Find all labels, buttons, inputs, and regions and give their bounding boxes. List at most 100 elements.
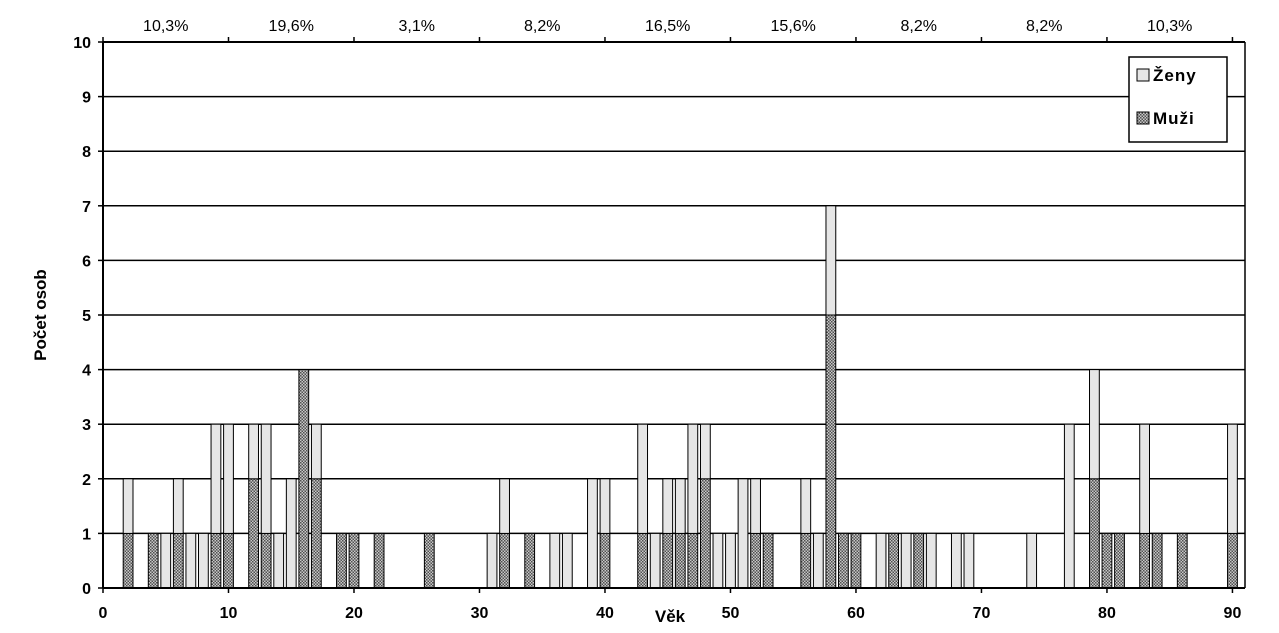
bar-zeny-age-14 xyxy=(273,532,285,589)
y-tick-label: 9 xyxy=(82,90,91,107)
bar-zeny-age-39 xyxy=(587,478,598,589)
y-tick-label: 8 xyxy=(82,144,91,161)
bar-muzi-age-47 xyxy=(687,532,699,589)
bar-zeny-age-48 xyxy=(699,423,711,480)
bar-muzi-age-17 xyxy=(310,478,322,589)
bar-zeny-age-46 xyxy=(674,478,686,534)
y-tick-label: 6 xyxy=(82,253,91,270)
bar-zeny-age-12 xyxy=(248,423,259,480)
bar-muzi-age-45 xyxy=(662,532,674,589)
bar-zeny-age-44 xyxy=(649,532,661,589)
x-tick-label: 40 xyxy=(596,605,614,622)
bar-zeny-age-40 xyxy=(599,478,611,534)
bar-muzi-age-2 xyxy=(122,532,134,589)
interval-percentage-label: 16,5% xyxy=(645,18,690,35)
legend-swatch-muzi xyxy=(1136,111,1150,125)
bar-zeny-age-37 xyxy=(561,532,573,589)
bar-zeny-age-49 xyxy=(712,532,724,589)
interval-percentage-label: 8,2% xyxy=(900,18,936,35)
bar-muzi-age-86 xyxy=(1176,532,1188,589)
bar-muzi-age-46 xyxy=(674,532,686,589)
bar-muzi-age-6 xyxy=(172,532,184,589)
x-tick-label: 30 xyxy=(471,605,489,622)
legend-label-zeny: Ženy xyxy=(1153,66,1197,85)
bar-zeny-age-47 xyxy=(687,423,699,534)
x-axis-title: Věk xyxy=(655,607,686,626)
bar-zeny-age-9 xyxy=(210,423,222,534)
bar-zeny-age-45 xyxy=(662,478,674,534)
bar-muzi-age-79 xyxy=(1089,478,1100,589)
bar-zeny-age-36 xyxy=(549,532,561,589)
bar-muzi-age-26 xyxy=(423,532,435,589)
bar-muzi-age-16 xyxy=(298,369,310,589)
y-tick-label: 0 xyxy=(82,581,91,598)
bar-zeny-age-43 xyxy=(637,423,649,534)
interval-percentage-label: 8,2% xyxy=(1026,18,1062,35)
bar-muzi-age-48 xyxy=(699,478,711,589)
bar-muzi-age-90 xyxy=(1227,532,1238,589)
bar-muzi-age-10 xyxy=(223,532,234,589)
interval-percentage-label: 8,2% xyxy=(524,18,560,35)
bar-muzi-age-32 xyxy=(499,532,510,589)
interval-percentage-label: 3,1% xyxy=(399,18,435,35)
bar-zeny-age-83 xyxy=(1139,423,1150,534)
bar-muzi-age-84 xyxy=(1151,532,1163,589)
bar-zeny-age-69 xyxy=(963,532,975,589)
bar-muzi-age-81 xyxy=(1114,532,1125,589)
bar-muzi-age-9 xyxy=(210,532,222,589)
interval-percentage-label: 15,6% xyxy=(771,18,816,35)
bar-muzi-age-83 xyxy=(1139,532,1150,589)
y-tick-label: 2 xyxy=(82,472,91,489)
x-tick-label: 70 xyxy=(973,605,991,622)
bar-zeny-age-62 xyxy=(875,532,887,589)
bar-muzi-age-56 xyxy=(800,532,812,589)
bar-muzi-age-40 xyxy=(599,532,611,589)
interval-percentage-label: 10,3% xyxy=(1147,18,1192,35)
bar-zeny-age-17 xyxy=(310,423,322,480)
x-tick-label: 20 xyxy=(345,605,363,622)
bar-muzi-age-22 xyxy=(373,532,385,589)
bar-zeny-age-50 xyxy=(725,532,736,589)
bar-zeny-age-52 xyxy=(750,478,761,534)
bar-zeny-age-77 xyxy=(1063,423,1075,589)
bar-muzi-age-63 xyxy=(888,532,900,589)
bar-zeny-age-64 xyxy=(900,532,912,589)
axes: 0 1 2 3 4 5 6 7 8 9 10 0 10 20 30 40 50 60 70 80 90 xyxy=(73,35,1246,622)
bar-muzi-age-53 xyxy=(762,532,774,589)
y-tick-label: 4 xyxy=(82,363,91,380)
interval-percentages: 10,3% 19,6% 3,1% 8,2% 16,5% 15,6% 8,2% 8,2% 10,3… xyxy=(143,18,1192,35)
x-tick-label: 10 xyxy=(220,605,238,622)
bar-zeny-age-6 xyxy=(172,478,184,534)
legend-swatch-zeny xyxy=(1136,68,1150,82)
bar-muzi-age-52 xyxy=(750,532,761,589)
x-tick-label: 60 xyxy=(847,605,865,622)
y-tick-label: 3 xyxy=(82,417,91,434)
bar-zeny-age-5 xyxy=(160,532,172,589)
interval-percentage-label: 10,3% xyxy=(143,18,188,35)
bar-zeny-age-7 xyxy=(185,532,197,589)
bar-zeny-age-68 xyxy=(950,532,962,589)
bar-zeny-age-31 xyxy=(486,532,498,589)
bar-zeny-age-56 xyxy=(800,478,812,534)
bar-zeny-age-51 xyxy=(737,478,749,589)
y-tick-label: 10 xyxy=(73,35,91,52)
bar-zeny-age-13 xyxy=(260,423,272,534)
y-tick-label: 5 xyxy=(82,308,91,325)
legend-label-muzi: Muži xyxy=(1153,109,1195,128)
bar-muzi-age-12 xyxy=(248,478,259,589)
interval-percentage-label: 19,6% xyxy=(269,18,314,35)
bar-zeny-age-66 xyxy=(925,532,937,589)
y-axis-title: Počet osob xyxy=(31,269,50,361)
bar-muzi-age-59 xyxy=(838,532,849,589)
bar-muzi-age-60 xyxy=(850,532,862,589)
x-tick-label: 90 xyxy=(1224,605,1242,622)
bar-muzi-age-4 xyxy=(147,532,159,589)
bar-zeny-age-74 xyxy=(1026,532,1038,589)
legend: Ženy Muži xyxy=(1128,56,1228,143)
bar-zeny-age-90 xyxy=(1227,423,1238,534)
bar-muzi-age-58 xyxy=(825,314,837,589)
x-tick-label: 80 xyxy=(1098,605,1116,622)
bar-zeny-age-15 xyxy=(285,478,297,589)
